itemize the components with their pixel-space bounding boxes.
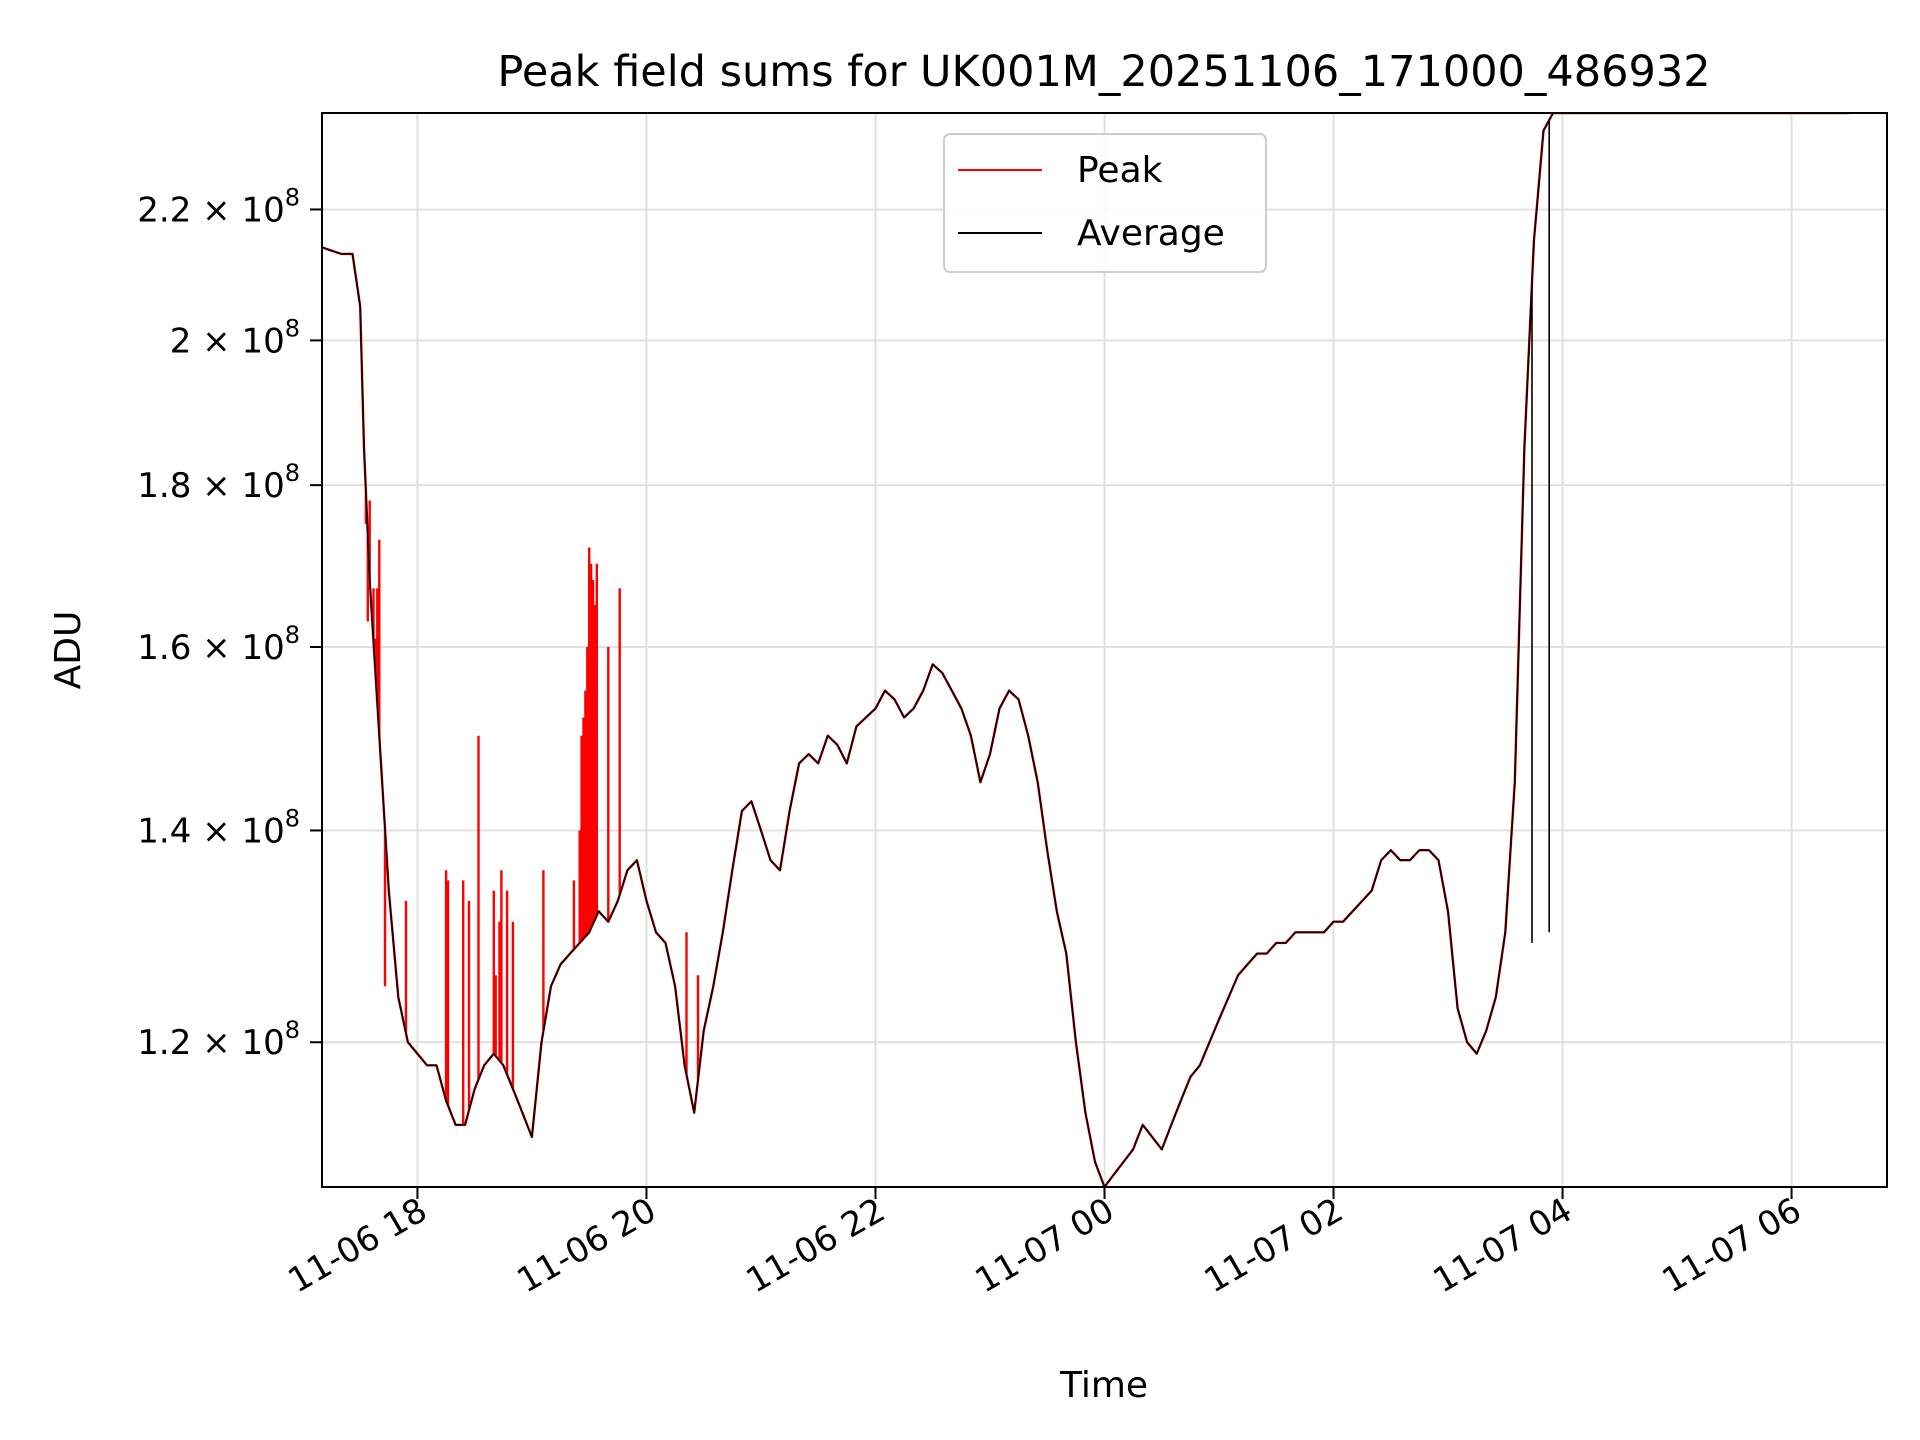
chart-title: Peak field sums for UK001M_20251106_1710…	[497, 47, 1710, 97]
legend: Peak Average	[943, 133, 1267, 273]
y-tick-label: 2.2 × 108	[137, 183, 300, 230]
y-tick-label: 1.2 × 108	[137, 1016, 300, 1063]
y-tick-label: 1.8 × 108	[137, 459, 300, 506]
y-tick-label: 1.4 × 108	[137, 804, 300, 851]
y-tick-label: 1.6 × 108	[137, 621, 300, 668]
legend-box	[943, 133, 1267, 273]
series-line-average	[322, 113, 1849, 1187]
x-axis-label: Time	[1059, 1365, 1148, 1406]
legend-label-average: Average	[1077, 213, 1225, 254]
y-tick-label: 2 × 108	[170, 314, 300, 361]
y-axis: 1.2 × 108 1.4 × 108 1.6 × 108 1.8 × 108 2 × …	[137, 183, 322, 1063]
y-axis-label: ADU	[48, 611, 89, 690]
plot-lines	[322, 113, 1849, 1187]
legend-label-peak: Peak	[1077, 150, 1163, 191]
